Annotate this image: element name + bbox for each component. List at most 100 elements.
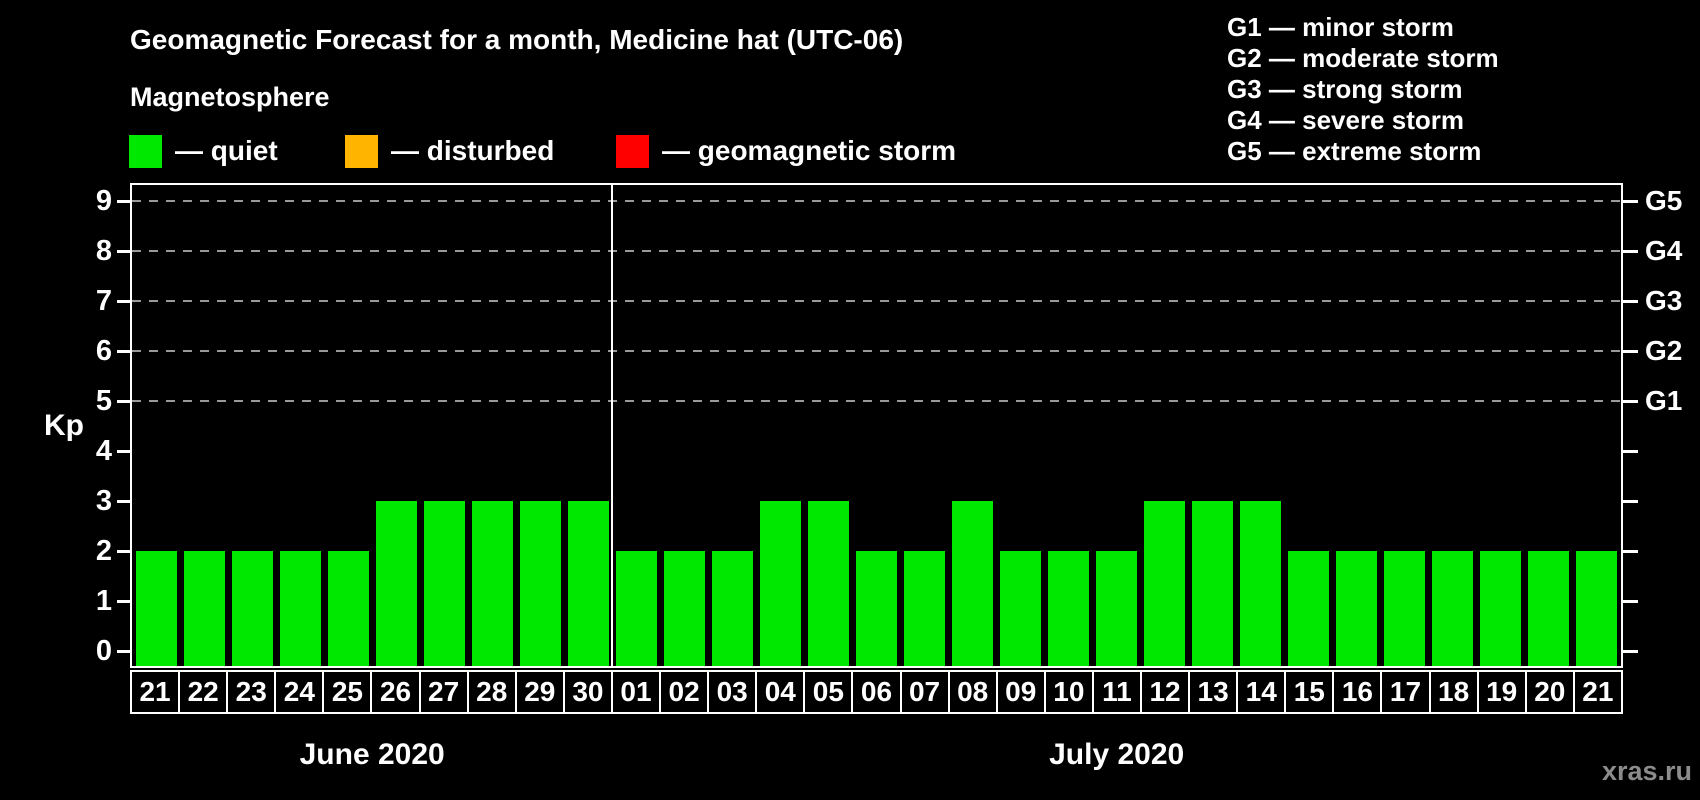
kp-bar: [1000, 551, 1042, 666]
day-cell: 14: [1238, 672, 1287, 712]
day-cell: 20: [1527, 672, 1575, 712]
right-axis-tick: [1623, 600, 1638, 603]
legend-swatch-icon: [129, 134, 162, 168]
g-legend-item: G2 — moderate storm: [1227, 43, 1499, 73]
kp-bar: [1528, 551, 1570, 666]
y-axis-tick: [117, 550, 130, 553]
g-legend-item: G1 — minor storm: [1227, 12, 1454, 42]
watermark: xras.ru: [1601, 756, 1692, 786]
right-axis-tick: [1623, 550, 1638, 553]
kp-bar: [1384, 551, 1426, 666]
kp-bar: [1096, 551, 1138, 666]
kp-bar: [423, 501, 465, 666]
day-cell: 29: [517, 672, 565, 712]
legend-item: — disturbed: [345, 134, 554, 168]
y-axis-label: 4: [95, 435, 112, 467]
right-axis-label: G3: [1645, 285, 1683, 316]
right-axis-tick: [1623, 250, 1638, 253]
kp-bar: [1048, 551, 1090, 666]
legend-item: — geomagnetic storm: [616, 134, 956, 168]
month-separator: [611, 185, 614, 666]
day-cell: 11: [1094, 672, 1142, 712]
legend-label: — quiet: [175, 135, 278, 166]
y-axis-label: 1: [95, 585, 112, 617]
y-axis-tick: [117, 300, 130, 303]
kp-gridline: [132, 300, 1621, 302]
g-scale-legend: G1 — minor storm G2 — moderate storm G3 — …: [1227, 12, 1499, 167]
y-axis-tick: [117, 200, 130, 203]
chart-subtitle: Magnetosphere: [130, 82, 330, 112]
y-axis-label: 3: [95, 485, 112, 517]
y-axis-tick: [117, 450, 130, 453]
day-cell: 22: [180, 672, 229, 712]
day-cell: 17: [1382, 672, 1431, 712]
day-cell: 10: [1046, 672, 1094, 712]
right-axis-tick: [1623, 300, 1638, 303]
kp-bar: [759, 501, 801, 666]
y-axis-tick: [117, 500, 130, 503]
y-axis-label: 9: [95, 185, 112, 217]
right-axis-tick: [1623, 500, 1638, 503]
right-axis-label: G5: [1645, 185, 1683, 216]
kp-gridline: [132, 350, 1621, 352]
legend-item: — quiet: [129, 134, 278, 168]
kp-bar: [183, 551, 225, 666]
g-legend-item: G4 — severe storm: [1227, 105, 1465, 135]
day-axis-row: 21 22 23 24 25 26 27 28 29 30 01 02 03 04 05 06 07 08 09 10…: [130, 670, 1623, 714]
day-cell: 12: [1142, 672, 1191, 712]
right-axis-tick: [1623, 650, 1638, 653]
day-cell: 27: [421, 672, 469, 712]
kp-bar: [663, 551, 705, 666]
right-axis-label: G1: [1645, 385, 1683, 416]
kp-axis-title: Kp: [44, 409, 84, 442]
legend-swatch-icon: [345, 134, 378, 168]
kp-bar: [567, 501, 609, 666]
legend-swatch-icon: [616, 134, 649, 168]
y-axis-tick: [117, 650, 130, 653]
day-cell: 28: [469, 672, 517, 712]
day-cell: 24: [276, 672, 325, 712]
y-axis-label: 7: [95, 285, 112, 317]
legend-label: — geomagnetic storm: [662, 135, 957, 166]
day-cell: 23: [228, 672, 277, 712]
day-cell: 07: [902, 672, 950, 712]
kp-bar: [1336, 551, 1378, 666]
day-cell: 01: [613, 672, 662, 712]
kp-bar: [1144, 501, 1186, 666]
kp-bar: [1240, 501, 1282, 666]
kp-bar: [1288, 551, 1330, 666]
day-cell: 21: [1582, 676, 1614, 707]
chart-title: Geomagnetic Forecast for a month, Medici…: [130, 24, 904, 55]
y-axis-tick: [117, 250, 130, 253]
day-cell: 05: [805, 672, 854, 712]
kp-bar: [952, 501, 994, 666]
day-cell: 18: [1431, 672, 1479, 712]
kp-gridline: [132, 400, 1621, 402]
kp-bar: [711, 551, 753, 666]
day-cell: 25: [324, 672, 373, 712]
kp-bar: [471, 501, 513, 666]
kp-gridline: [132, 200, 1621, 202]
day-cell: 08: [950, 672, 998, 712]
g-legend-item: G3 — strong storm: [1227, 74, 1463, 104]
right-axis-tick: [1623, 350, 1638, 353]
month-label: June 2020: [299, 738, 445, 771]
y-axis-tick: [117, 600, 130, 603]
kp-bar: [1192, 501, 1234, 666]
day-cell: 02: [661, 672, 710, 712]
day-cell: 13: [1190, 672, 1239, 712]
kp-bar: [1480, 551, 1522, 666]
kp-bar: [279, 551, 321, 666]
right-axis-tick: [1623, 450, 1638, 453]
kp-bar: [231, 551, 273, 666]
y-axis-label: 6: [95, 335, 112, 367]
y-axis-label: 2: [95, 535, 112, 567]
day-cell: 21: [132, 672, 181, 712]
right-axis-tick: [1623, 200, 1638, 203]
plot-area: [130, 183, 1623, 668]
y-axis-tick: [117, 400, 130, 403]
y-axis-tick: [117, 350, 130, 353]
kp-bar: [807, 501, 849, 666]
y-axis-label: 5: [95, 385, 112, 417]
